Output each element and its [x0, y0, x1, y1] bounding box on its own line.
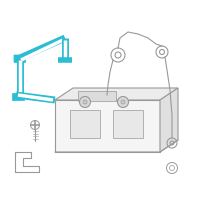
- Circle shape: [121, 100, 125, 104]
- Polygon shape: [55, 88, 178, 100]
- Circle shape: [80, 97, 90, 108]
- Circle shape: [83, 100, 87, 104]
- Polygon shape: [12, 93, 24, 100]
- Polygon shape: [14, 55, 25, 62]
- Polygon shape: [55, 100, 160, 152]
- Polygon shape: [160, 88, 178, 152]
- Polygon shape: [14, 55, 25, 62]
- Circle shape: [118, 97, 128, 108]
- Polygon shape: [113, 110, 143, 138]
- Polygon shape: [70, 110, 100, 138]
- Polygon shape: [78, 91, 116, 101]
